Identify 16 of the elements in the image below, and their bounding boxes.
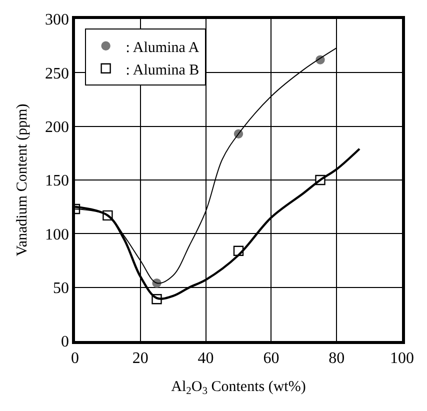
y-tick-label: 100 <box>45 226 70 244</box>
x-axis-title: Al$_{2}$O$_{3}$ Contents (wt%) <box>171 378 306 398</box>
y-tick-label: 0 <box>61 334 70 351</box>
x-tick-label: 20 <box>132 350 148 367</box>
x-tick-label: 40 <box>198 350 214 367</box>
x-tick-label: 100 <box>390 350 414 367</box>
x-tick-label: 80 <box>328 350 345 367</box>
y-tick-label: 250 <box>45 65 70 82</box>
y-tick-label: 150 <box>45 172 70 190</box>
legend-label: : Alumina B <box>126 62 200 78</box>
y-tick-label: 200 <box>45 118 70 136</box>
y-axis-title: Vanadium Content (ppm) <box>14 104 30 256</box>
y-tick-label: 50 <box>53 280 70 297</box>
x-tick-label: 60 <box>263 350 280 367</box>
legend-label: : Alumina A <box>126 40 200 56</box>
y-tick-label: 300 <box>45 12 70 29</box>
